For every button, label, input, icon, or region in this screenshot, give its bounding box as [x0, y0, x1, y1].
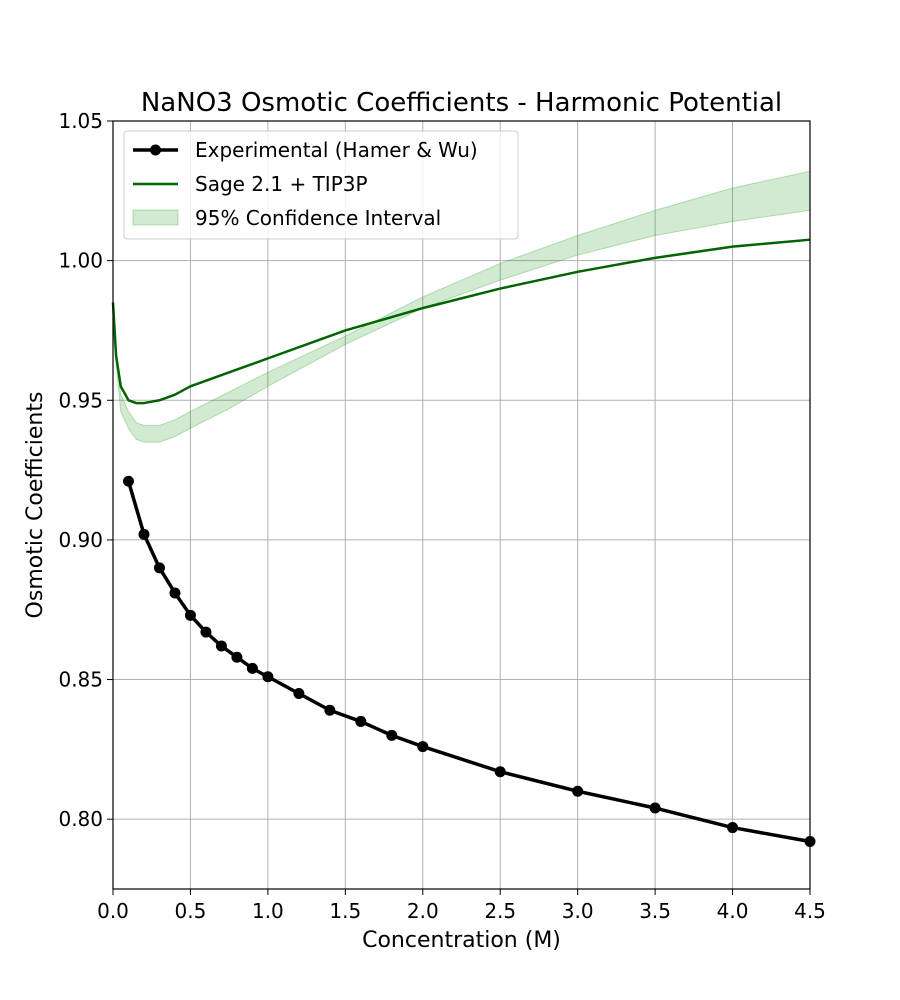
y-tick-label: 0.80 [58, 807, 103, 831]
x-tick-label: 4.0 [717, 899, 749, 923]
sage-series-line [111, 238, 811, 405]
y-tick-label: 1.00 [58, 249, 103, 273]
legend-label-experimental: Experimental (Hamer & Wu) [195, 138, 478, 162]
y-tick-label: 1.05 [58, 109, 103, 133]
experimental-point [122, 475, 134, 487]
experimental-point [727, 822, 739, 834]
legend: Experimental (Hamer & Wu) Sage 2.1 + TIP… [123, 130, 519, 240]
y-axis-label: Osmotic Coefficients [23, 392, 48, 619]
x-tick-label: 1.5 [329, 899, 361, 923]
experimental-point [324, 704, 336, 716]
experimental-point [169, 587, 181, 599]
experimental-point [386, 729, 398, 741]
experimental-point [262, 671, 274, 683]
experimental-point [494, 766, 506, 778]
plot-frame [112, 120, 811, 890]
experimental-point [215, 640, 227, 652]
legend-swatch-confidence [132, 209, 179, 226]
x-tick-label: 2.5 [484, 899, 516, 923]
x-tick-label: 1.0 [252, 899, 284, 923]
y-tick-label: 0.90 [58, 528, 103, 552]
legend-label-confidence: 95% Confidence Interval [195, 206, 441, 230]
experimental-point [200, 626, 212, 638]
chart-title: NaNO3 Osmotic Coefficients - Harmonic Po… [141, 88, 782, 118]
experimental-point [355, 715, 367, 727]
experimental-point [246, 662, 258, 674]
x-tick-label: 0.0 [97, 899, 129, 923]
x-tick-label: 4.5 [794, 899, 826, 923]
experimental-point [417, 741, 429, 753]
ticks: 0.0 0.5 1.0 1.5 2.0 2.5 3.0 3.5 4.0 4.5 0.80 0.85 0.… [58, 109, 825, 923]
experimental-point [293, 688, 305, 700]
x-tick-label: 3.0 [562, 899, 594, 923]
experimental-point [231, 651, 243, 663]
x-tick-label: 2.0 [407, 899, 439, 923]
y-tick-label: 0.95 [58, 388, 103, 412]
experimental-point [153, 562, 165, 574]
experimental-point [138, 528, 150, 540]
legend-marker-experimental [150, 144, 161, 156]
legend-box [123, 130, 519, 240]
marker-layer [122, 475, 816, 848]
x-axis-label: Concentration (M) [362, 928, 561, 953]
experimental-point [649, 802, 661, 814]
experimental-point [184, 609, 196, 621]
x-tick-label: 3.5 [639, 899, 671, 923]
legend-label-sage: Sage 2.1 + TIP3P [195, 172, 368, 196]
experimental-point [572, 785, 584, 797]
y-tick-label: 0.85 [58, 668, 103, 692]
x-tick-label: 0.5 [175, 899, 207, 923]
